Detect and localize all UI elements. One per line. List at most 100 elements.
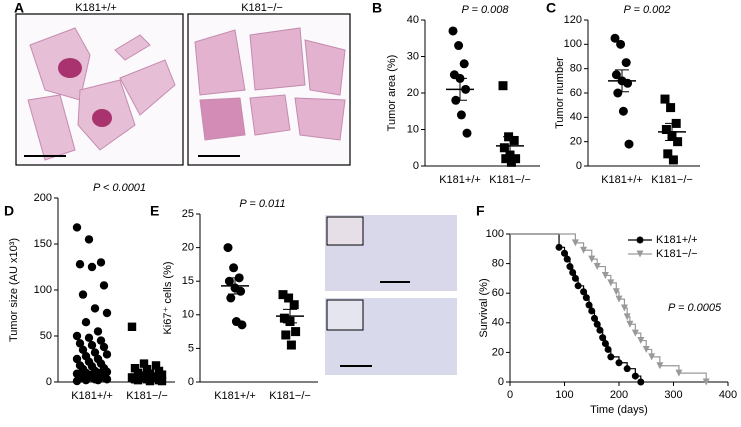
data-point	[509, 135, 519, 145]
data-point	[142, 364, 152, 374]
y-tick-label: 50	[40, 330, 52, 342]
data-point	[84, 333, 94, 343]
y-tick-label: 0	[413, 160, 419, 172]
data-point	[93, 327, 103, 336]
y-tick-label: 0	[498, 376, 504, 388]
data-point	[637, 337, 645, 345]
data-point	[81, 375, 91, 385]
data-point	[278, 290, 288, 300]
lung-lobe	[199, 97, 246, 141]
image-label: K181−/−	[241, 2, 283, 14]
data-point	[613, 88, 623, 98]
data-point	[81, 318, 91, 327]
data-point	[569, 268, 577, 276]
data-point	[607, 353, 615, 361]
data-point	[637, 378, 645, 386]
y-axis-title: Tumor number	[554, 57, 566, 129]
data-point	[72, 376, 82, 386]
lung-lobe	[194, 29, 246, 96]
x-tick-label: 200	[610, 389, 628, 401]
data-point	[593, 263, 601, 271]
x-tick-label: 400	[719, 389, 737, 401]
data-point	[151, 361, 161, 370]
data-point	[601, 340, 609, 348]
data-point	[90, 348, 100, 357]
lung-lobe	[304, 39, 346, 96]
y-tick-label: 100	[564, 38, 582, 50]
data-point	[459, 59, 469, 69]
data-point	[289, 300, 299, 310]
data-point	[631, 329, 639, 337]
data-point	[555, 243, 563, 251]
data-point	[620, 304, 628, 312]
data-point	[145, 376, 155, 386]
p-value: P < 0.0001	[93, 182, 146, 194]
lung-lobe	[249, 27, 306, 91]
data-point	[462, 128, 472, 138]
data-point	[673, 137, 683, 147]
y-tick-label: 5	[188, 342, 194, 354]
p-value: P = 0.0005	[668, 302, 722, 314]
panel-a-images	[15, 13, 351, 166]
y-tick-label: 40	[570, 111, 582, 123]
data-point	[604, 345, 612, 353]
legend-label: K181+/+	[656, 234, 698, 246]
data-point	[84, 235, 94, 244]
data-point	[72, 354, 82, 364]
x-tick-label: K181+/+	[439, 174, 481, 186]
data-point	[102, 308, 112, 318]
x-tick-label: K181−/−	[489, 174, 531, 186]
data-point	[291, 327, 301, 337]
y-tick-label: 20	[570, 136, 582, 148]
data-point	[566, 263, 574, 271]
x-axis-title: Time (days)	[590, 404, 648, 416]
data-point	[506, 157, 516, 167]
data-point	[75, 339, 85, 348]
data-point	[607, 279, 615, 287]
y-tick-label: 30	[407, 50, 419, 62]
data-point	[661, 125, 671, 134]
data-point	[139, 359, 149, 368]
tumor	[92, 109, 112, 127]
data-point	[623, 365, 631, 373]
data-point	[78, 345, 88, 354]
data-point	[636, 236, 644, 244]
data-point	[590, 314, 598, 322]
y-tick-label: 20	[407, 87, 419, 99]
data-point	[588, 307, 596, 315]
y-tick-label: 20	[182, 242, 194, 254]
data-point	[574, 282, 582, 290]
y-axis-title: Tumor size (AU x10³)	[8, 238, 20, 342]
panel-label: A	[14, 0, 24, 16]
data-point	[286, 340, 296, 350]
data-point	[571, 239, 579, 247]
data-point	[599, 334, 607, 342]
data-point	[626, 320, 634, 328]
error-bar	[503, 136, 517, 156]
data-point	[499, 143, 509, 153]
x-tick-label: K181+/+	[214, 390, 256, 402]
p-value: P = 0.011	[239, 198, 285, 210]
inset	[326, 299, 364, 331]
data-point	[648, 353, 656, 361]
lung-lobe	[27, 94, 76, 161]
data-point	[582, 294, 590, 302]
data-point	[498, 81, 508, 91]
data-point	[96, 336, 106, 345]
panel-label: C	[546, 0, 556, 16]
lung-lobe	[119, 59, 176, 116]
y-tick-label: 15	[182, 275, 194, 287]
y-axis-title: Tumor area (%)	[386, 55, 398, 132]
data-point	[615, 359, 623, 367]
data-point	[102, 375, 112, 384]
data-point	[130, 364, 140, 373]
data-point	[279, 313, 289, 323]
data-point	[501, 154, 511, 164]
data-point	[631, 372, 639, 380]
data-point	[448, 26, 458, 36]
data-point	[72, 223, 82, 232]
data-point	[90, 304, 100, 313]
data-point	[561, 249, 568, 257]
data-point	[702, 378, 710, 386]
y-tick-label: 200	[34, 192, 52, 204]
